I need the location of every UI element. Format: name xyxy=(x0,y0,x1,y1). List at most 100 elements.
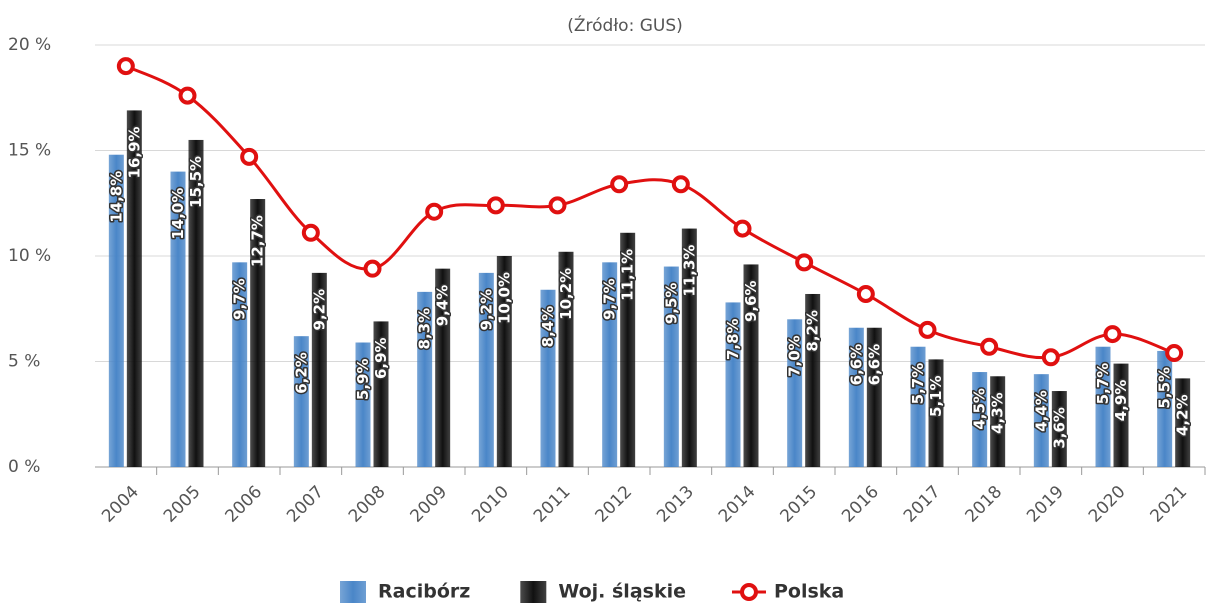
value-label: 9,6% xyxy=(742,280,760,322)
bar xyxy=(866,327,882,467)
value-label: 16,9% xyxy=(125,126,143,178)
legend-swatch xyxy=(520,581,547,603)
line-marker xyxy=(795,253,814,272)
line-marker xyxy=(980,337,999,356)
value-label: 5,1% xyxy=(927,375,945,417)
bar xyxy=(972,372,988,467)
bar xyxy=(663,266,679,467)
bar xyxy=(805,293,821,467)
line-marker xyxy=(1103,325,1122,344)
value-label: 10,2% xyxy=(557,268,575,320)
value-label: 4,9% xyxy=(1112,380,1130,422)
x-tick-label: 2018 xyxy=(962,482,1007,527)
line-marker xyxy=(178,86,197,105)
bar xyxy=(1095,346,1111,467)
x-tick-label: 2010 xyxy=(468,482,513,527)
x-tick-label: 2020 xyxy=(1085,482,1130,527)
legend-swatch xyxy=(340,581,366,603)
value-label: 6,6% xyxy=(865,344,883,386)
value-label: 4,5% xyxy=(971,388,989,430)
chart-subtitle: (Źródło: GUS) xyxy=(567,14,683,36)
x-tick-label: 2008 xyxy=(345,482,390,527)
x-tick-label: 2014 xyxy=(715,482,760,527)
x-tick-label: 2004 xyxy=(98,482,143,527)
value-label: 4,3% xyxy=(989,392,1007,434)
line-marker xyxy=(1165,344,1184,363)
bar xyxy=(170,171,186,467)
bar xyxy=(1157,350,1173,467)
value-label: 10,0% xyxy=(495,272,513,324)
value-label: 4,2% xyxy=(1174,394,1192,436)
value-label: 6,2% xyxy=(292,352,310,394)
x-tick-label: 2009 xyxy=(407,482,452,527)
bar xyxy=(540,289,556,467)
legend-label: Polska xyxy=(774,581,844,603)
line-marker xyxy=(610,175,629,194)
value-label: 7,0% xyxy=(786,335,804,377)
x-tick-label: 2011 xyxy=(530,482,575,527)
bar xyxy=(725,302,741,467)
line-marker xyxy=(548,196,567,215)
bar xyxy=(910,346,926,467)
value-label: 9,7% xyxy=(601,278,619,320)
value-label: 7,8% xyxy=(724,318,742,360)
value-label: 9,4% xyxy=(434,285,452,327)
value-label: 9,5% xyxy=(662,283,680,325)
bar xyxy=(496,256,512,467)
line-marker xyxy=(116,57,135,76)
value-label: 5,7% xyxy=(909,363,927,405)
bar xyxy=(681,228,697,467)
x-tick-label: 2017 xyxy=(900,482,945,527)
y-tick-label: 10 % xyxy=(8,246,51,266)
bar xyxy=(1113,363,1129,467)
line-marker xyxy=(671,175,690,194)
value-label: 14,0% xyxy=(169,188,187,240)
x-tick-label: 2012 xyxy=(592,482,637,527)
bar xyxy=(355,342,371,467)
x-tick-label: 2019 xyxy=(1023,482,1068,527)
bar xyxy=(743,264,759,467)
legend-label: Racibórz xyxy=(378,581,470,603)
value-label: 6,9% xyxy=(372,337,390,379)
y-tick-label: 20 % xyxy=(8,35,51,55)
y-tick-label: 5 % xyxy=(8,352,40,372)
x-tick-label: 2005 xyxy=(160,482,205,527)
value-label: 11,3% xyxy=(680,245,698,297)
line-marker xyxy=(733,219,752,238)
bar xyxy=(1033,374,1049,467)
value-label: 12,7% xyxy=(249,215,267,267)
bar xyxy=(126,110,142,467)
x-tick-label: 2016 xyxy=(838,482,883,527)
value-label: 9,2% xyxy=(477,289,495,331)
y-tick-label: 0 % xyxy=(8,457,40,477)
value-label: 8,3% xyxy=(416,308,434,350)
bar xyxy=(232,262,248,467)
line-marker xyxy=(425,202,444,221)
line-marker xyxy=(918,320,937,339)
line-marker xyxy=(486,196,505,215)
legend-label: Woj. śląskie xyxy=(558,581,686,603)
line-marker xyxy=(363,259,382,278)
bar xyxy=(928,359,944,467)
x-tick-label: 2021 xyxy=(1147,482,1192,527)
x-tick-label: 2006 xyxy=(222,482,267,527)
value-label: 3,6% xyxy=(1050,407,1068,449)
legend-swatch xyxy=(739,583,758,601)
bar xyxy=(108,154,124,467)
value-label: 15,5% xyxy=(187,156,205,208)
value-label: 9,7% xyxy=(231,278,249,320)
value-label: 5,9% xyxy=(354,359,372,401)
bar xyxy=(602,262,618,467)
bar xyxy=(250,199,266,467)
bar xyxy=(848,327,864,467)
line-marker xyxy=(1041,348,1060,367)
x-tick-label: 2015 xyxy=(777,482,822,527)
bar xyxy=(620,232,636,467)
bar xyxy=(188,139,204,467)
value-label: 8,2% xyxy=(804,310,822,352)
bar xyxy=(1175,378,1191,467)
bar xyxy=(990,376,1006,467)
bar xyxy=(478,272,494,467)
value-label: 5,5% xyxy=(1156,367,1174,409)
